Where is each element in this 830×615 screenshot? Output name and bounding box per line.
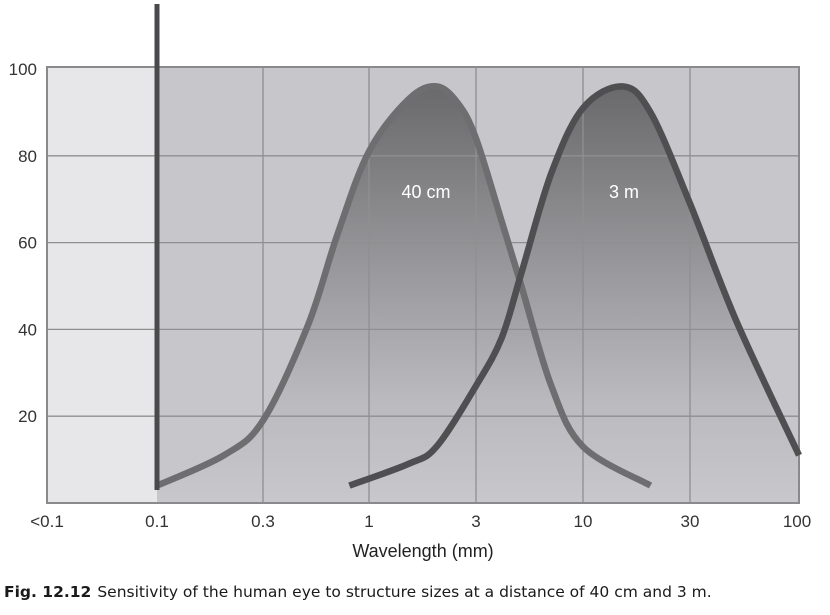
y-tick-label: 20 — [18, 407, 37, 426]
figure-caption: Fig. 12.12 Sensitivity of the human eye t… — [4, 583, 828, 601]
series-lines — [155, 83, 802, 489]
x-tick-label: 3 — [471, 512, 480, 531]
x-tick-label: 1 — [364, 512, 373, 531]
chart: 20 40 60 80 100 <0.1 0.1 0.3 1 3 10 30 100 Waveleng… — [9, 4, 811, 561]
series-line-1 — [155, 83, 653, 489]
y-tick-label: 80 — [18, 147, 37, 166]
caption-text: Sensitivity of the human eye to structur… — [97, 583, 712, 601]
curve-label-40cm: 40 cm — [401, 182, 450, 202]
y-tick-label: 100 — [9, 60, 37, 79]
x-tick-label: 10 — [574, 512, 593, 531]
plot-frame — [46, 66, 800, 504]
x-tick-label: 100 — [783, 512, 811, 531]
curve-label-3m: 3 m — [609, 182, 639, 202]
area-fill-2 — [349, 86, 799, 503]
curve-fills — [157, 86, 799, 503]
y-tick-labels: 20 40 60 80 100 — [9, 60, 37, 426]
outside-region — [47, 67, 157, 503]
x-tick-label: <0.1 — [30, 512, 64, 531]
x-tick-label: 0.3 — [251, 512, 275, 531]
x-tick-label: 0.1 — [145, 512, 169, 531]
y-tick-label: 40 — [18, 320, 37, 339]
series-line-2 — [348, 83, 802, 489]
x-tick-labels: <0.1 0.1 0.3 1 3 10 30 100 — [30, 512, 811, 531]
y-tick-label: 60 — [18, 234, 37, 253]
x-axis-title: Wavelength (mm) — [352, 541, 493, 561]
caption-label: Fig. 12.12 — [4, 583, 92, 601]
x-tick-label: 30 — [681, 512, 700, 531]
